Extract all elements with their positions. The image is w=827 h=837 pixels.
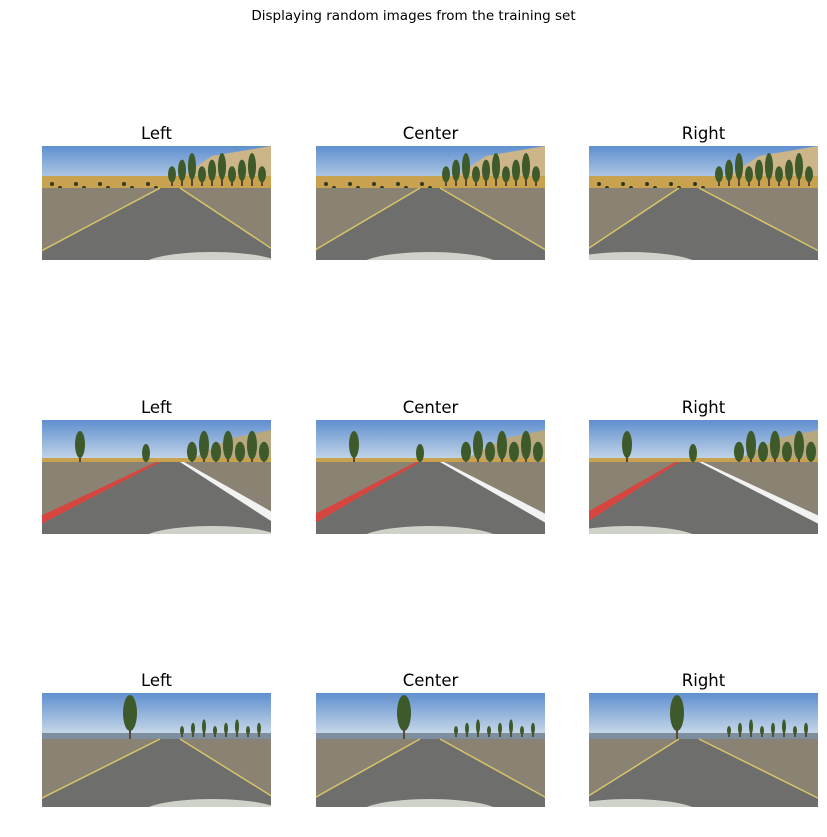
camera-image-row3-left bbox=[42, 693, 271, 807]
camera-image-row1-right bbox=[589, 146, 818, 260]
camera-image-row1-center bbox=[316, 146, 545, 260]
camera-image-row3-center bbox=[316, 693, 545, 807]
camera-image-row2-right bbox=[589, 420, 818, 534]
panel-title-row3-right: Right bbox=[681, 671, 726, 690]
panel-title-row1-left: Left bbox=[140, 124, 173, 143]
camera-image-row1-left bbox=[42, 146, 271, 260]
camera-image-row2-left bbox=[42, 420, 271, 534]
panel-title-row3-left: Left bbox=[140, 671, 173, 690]
panel-title-row3-center: Center bbox=[402, 671, 459, 690]
panel-title-row2-right: Right bbox=[681, 398, 726, 417]
figure-suptitle: Displaying random images from the traini… bbox=[251, 8, 576, 24]
camera-image-row2-center bbox=[316, 420, 545, 534]
panel-title-row2-center: Center bbox=[402, 398, 459, 417]
panel-title-row1-right: Right bbox=[681, 124, 726, 143]
panel-title-row2-left: Left bbox=[140, 398, 173, 417]
panel-title-row1-center: Center bbox=[402, 124, 459, 143]
camera-image-row3-right bbox=[589, 693, 818, 807]
